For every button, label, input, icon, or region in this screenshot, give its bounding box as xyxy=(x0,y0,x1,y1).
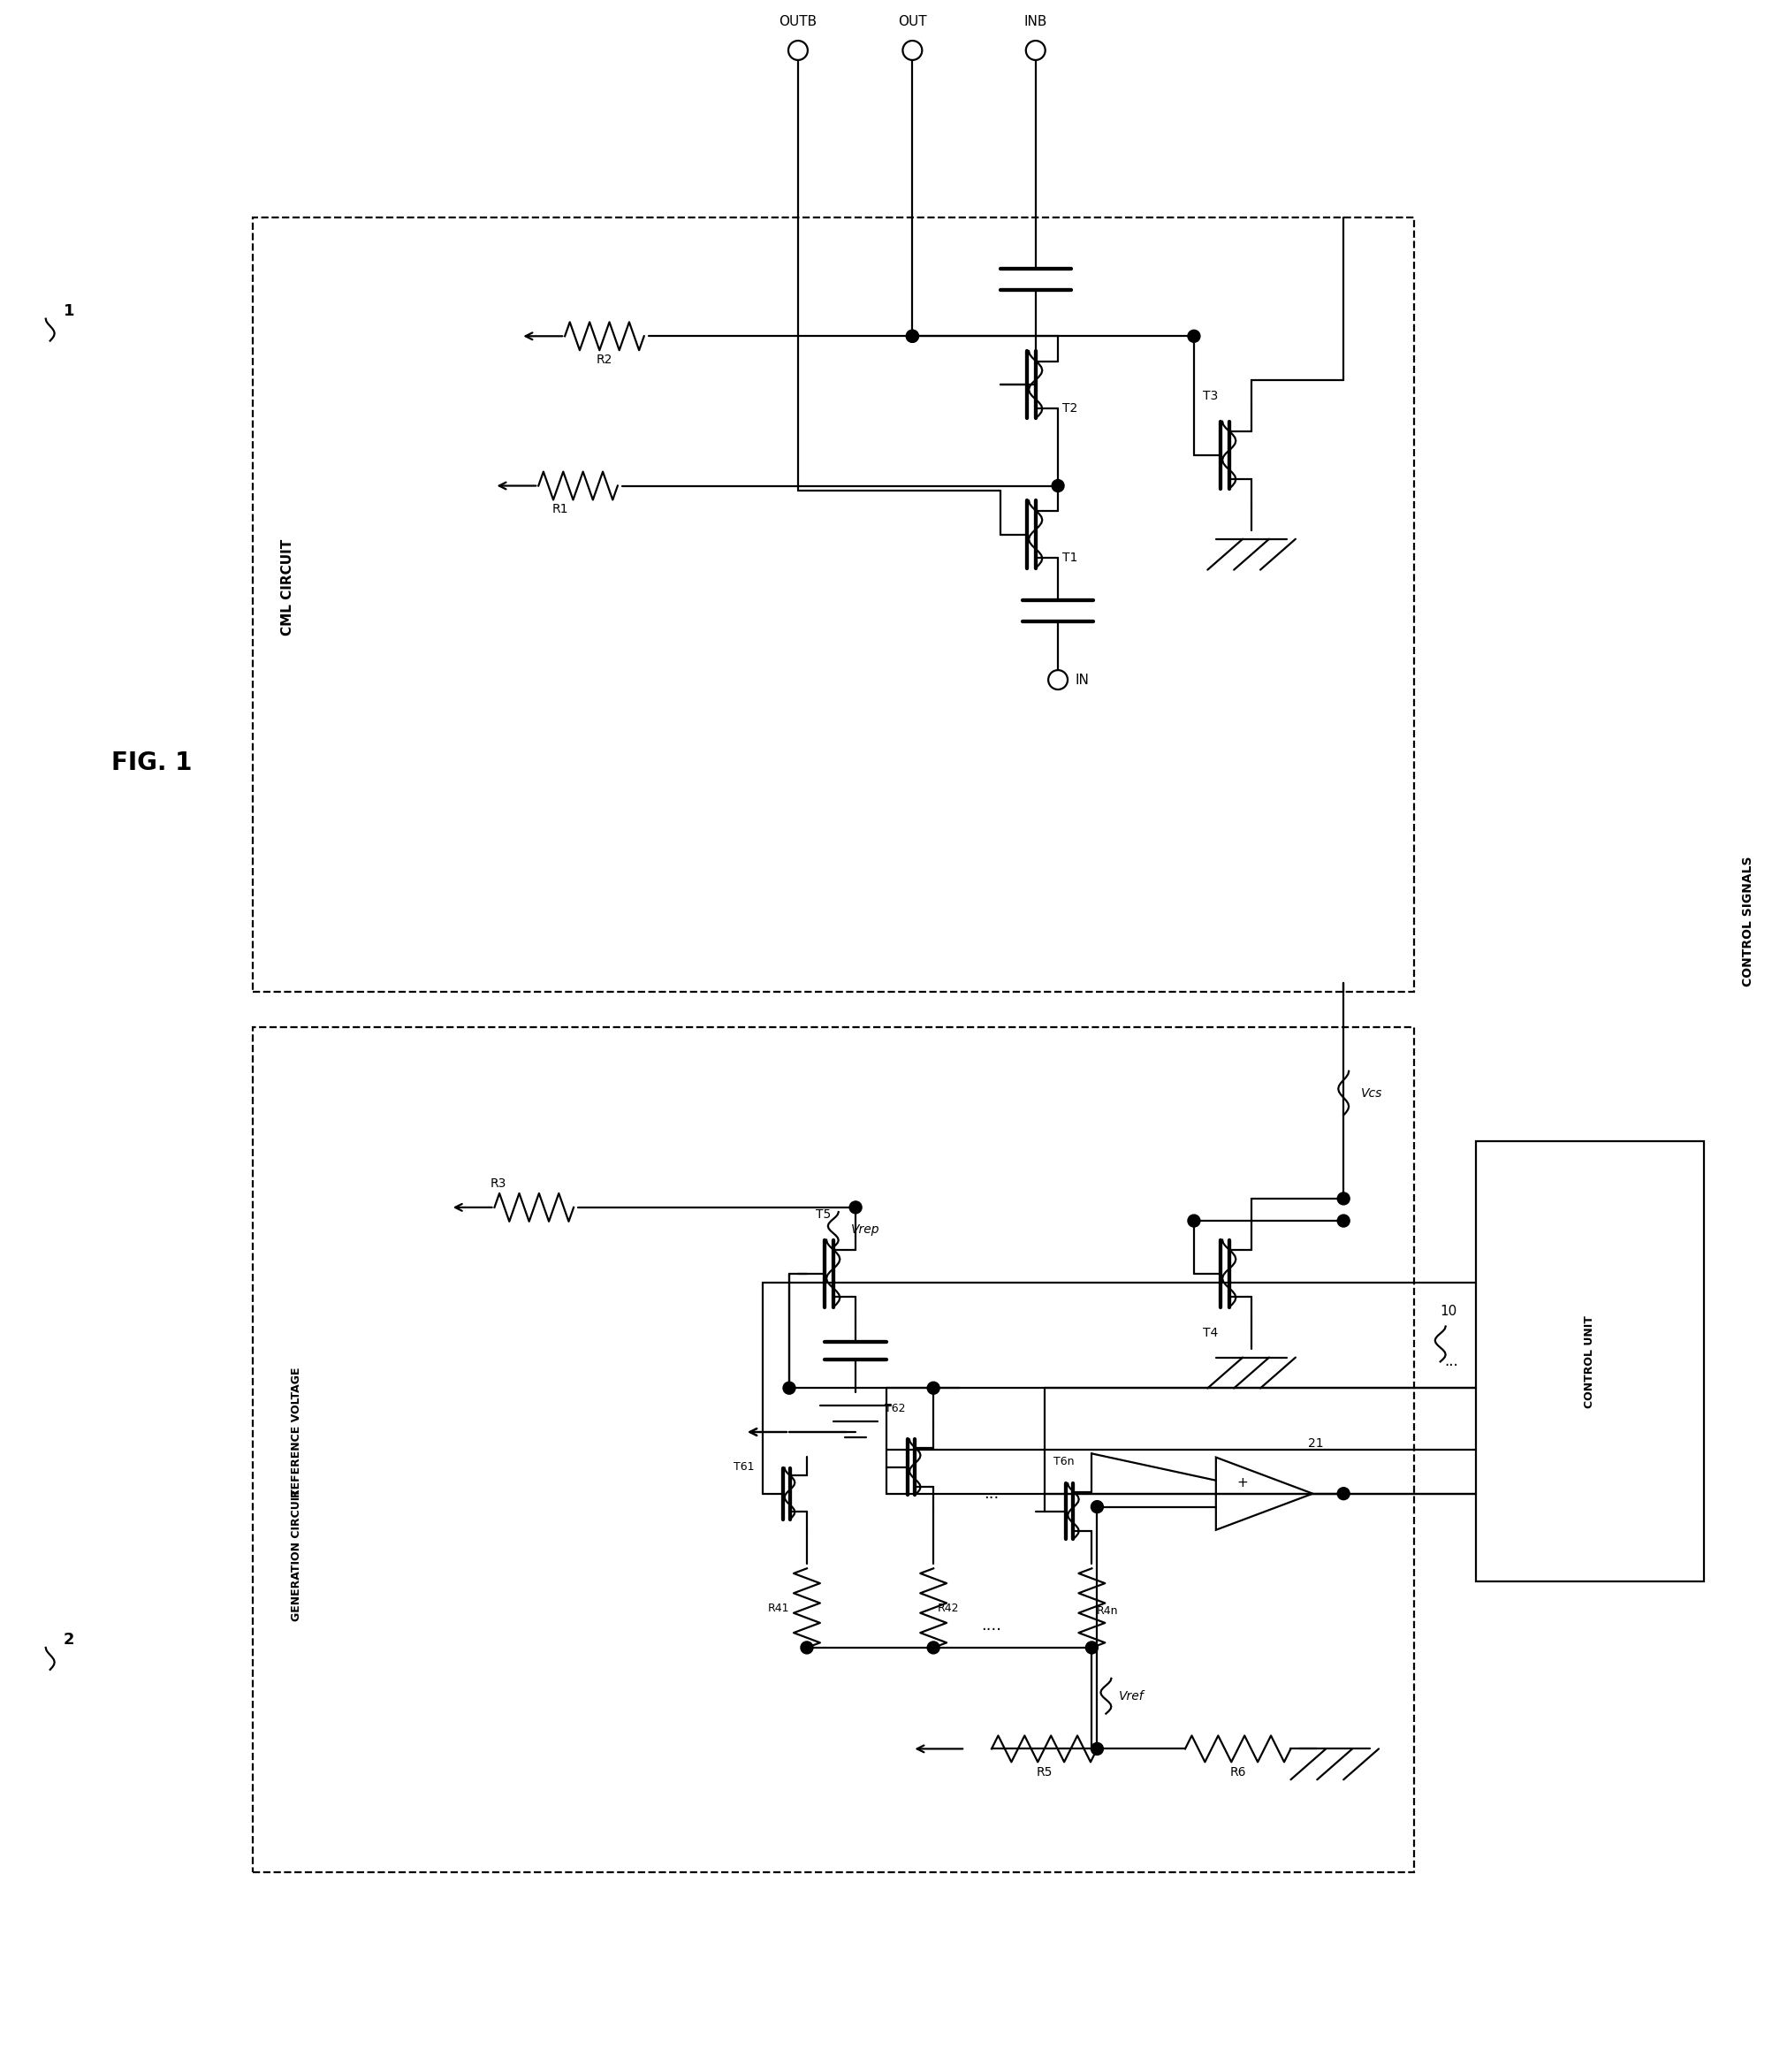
Text: 21: 21 xyxy=(1308,1438,1324,1450)
Text: T62: T62 xyxy=(884,1403,905,1415)
Text: R42: R42 xyxy=(937,1602,959,1614)
Circle shape xyxy=(783,1382,796,1394)
Circle shape xyxy=(849,1202,861,1214)
Text: 1: 1 xyxy=(64,303,74,319)
Text: R5: R5 xyxy=(1037,1767,1053,1778)
Circle shape xyxy=(927,1641,939,1653)
Text: R3: R3 xyxy=(491,1177,507,1189)
Text: Vcs: Vcs xyxy=(1361,1088,1382,1100)
Text: OUTB: OUTB xyxy=(780,15,817,29)
Text: +: + xyxy=(1237,1477,1247,1490)
Circle shape xyxy=(927,1382,939,1394)
Text: CONTROL UNIT: CONTROL UNIT xyxy=(1584,1316,1595,1409)
Circle shape xyxy=(1049,669,1069,690)
Text: INB: INB xyxy=(1024,15,1047,29)
Text: T6n: T6n xyxy=(1053,1457,1074,1467)
Text: R2: R2 xyxy=(597,354,613,367)
Text: T2: T2 xyxy=(1063,402,1077,414)
Bar xyxy=(1476,1142,1705,1581)
Text: FIG. 1: FIG. 1 xyxy=(112,750,193,775)
Circle shape xyxy=(902,41,921,60)
Text: ...: ... xyxy=(983,1486,999,1502)
Circle shape xyxy=(1026,41,1045,60)
Circle shape xyxy=(1092,1743,1104,1755)
Text: T4: T4 xyxy=(1203,1326,1217,1339)
Text: OUT: OUT xyxy=(898,15,927,29)
Text: T5: T5 xyxy=(815,1208,831,1220)
Circle shape xyxy=(1053,479,1065,491)
Bar xyxy=(252,1028,1414,1871)
Circle shape xyxy=(789,41,808,60)
Circle shape xyxy=(1338,1488,1350,1500)
Circle shape xyxy=(1187,1214,1200,1227)
Circle shape xyxy=(1092,1500,1104,1513)
Text: CML CIRCUIT: CML CIRCUIT xyxy=(282,539,294,636)
Circle shape xyxy=(905,329,918,342)
Text: T1: T1 xyxy=(1063,551,1077,564)
Text: ....: .... xyxy=(982,1618,1001,1633)
Text: T3: T3 xyxy=(1203,390,1217,402)
Circle shape xyxy=(905,329,918,342)
Text: REFERENCE VOLTAGE: REFERENCE VOLTAGE xyxy=(291,1368,303,1498)
Text: ...: ... xyxy=(1444,1353,1458,1370)
Text: Vrep: Vrep xyxy=(851,1222,879,1235)
Text: CONTROL SIGNALS: CONTROL SIGNALS xyxy=(1742,856,1754,986)
Bar xyxy=(252,218,1414,992)
Circle shape xyxy=(1338,1214,1350,1227)
Text: R4n: R4n xyxy=(1097,1606,1118,1616)
Text: IN: IN xyxy=(1076,673,1090,686)
Text: 2: 2 xyxy=(64,1633,74,1647)
Text: R6: R6 xyxy=(1230,1767,1246,1778)
Text: T61: T61 xyxy=(734,1461,755,1473)
Text: R41: R41 xyxy=(767,1602,789,1614)
Text: R1: R1 xyxy=(553,503,569,516)
Circle shape xyxy=(801,1641,813,1653)
Circle shape xyxy=(1338,1191,1350,1204)
Text: Vref: Vref xyxy=(1120,1691,1145,1703)
Circle shape xyxy=(1086,1641,1099,1653)
Text: GENERATION CIRCUIT: GENERATION CIRCUIT xyxy=(291,1490,303,1622)
Circle shape xyxy=(1187,329,1200,342)
Text: 10: 10 xyxy=(1441,1305,1457,1318)
